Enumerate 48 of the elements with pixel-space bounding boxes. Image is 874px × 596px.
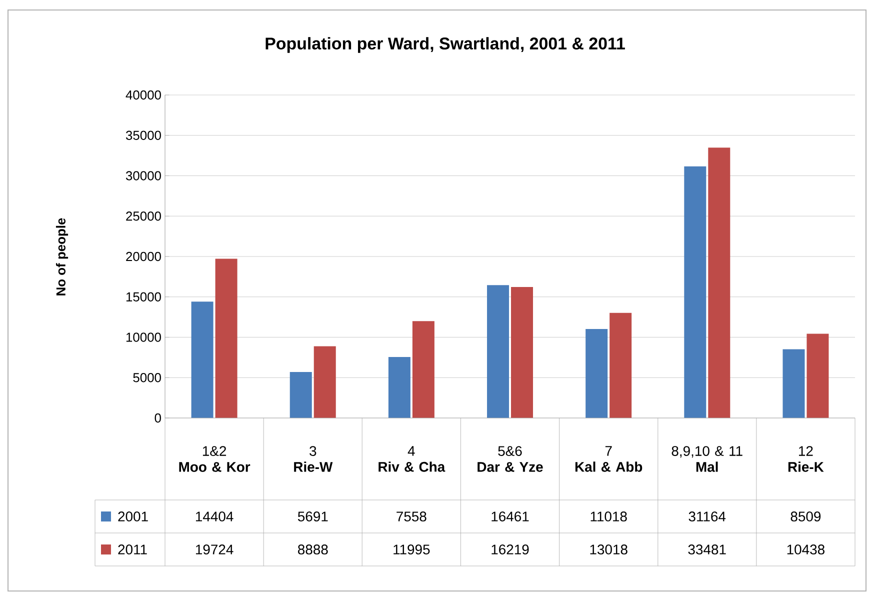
data-label: 11995 [394,544,430,554]
x-tick-label: 8,9,10 & 11 Mal [672,446,742,472]
bar [191,302,214,418]
chart-title: Population per Ward, Swartland, 2001 & 2011 [266,37,625,53]
y-tick-label: 5000 [133,373,161,382]
y-tick-label: 25000 [126,212,161,221]
data-label: 7558 [396,512,426,522]
x-tick-label: 5&6 Dar & Yze [478,446,543,472]
x-tick-label: 12 Rie-K [788,446,824,472]
data-label: 10438 [787,544,824,554]
y-tick-label: 30000 [126,171,161,180]
bar [487,285,510,418]
y-tick-label: 40000 [126,90,161,100]
x-tick-label: 7 Kal & Abb [575,446,642,472]
bar [290,372,312,418]
data-label: 14404 [196,512,234,522]
x-tick-label: 3 Rie-W [294,446,333,472]
x-tick-label: 4 Riv & Cha [378,446,446,472]
bar [610,312,632,418]
y-axis-title: No of people [56,218,68,296]
data-label: 8509 [790,512,821,522]
legend-label: 2011 [118,544,147,554]
y-tick-label: 15000 [126,292,161,302]
y-tick-label: 20000 [126,252,161,262]
y-tick-label: 10000 [126,332,161,342]
bar [511,287,534,418]
data-label: 13018 [590,544,628,554]
bar [314,346,336,418]
data-label: 19724 [196,544,234,554]
bar [782,349,805,418]
data-label: 8888 [298,544,328,554]
data-label: 5691 [298,512,328,522]
bar [708,148,730,418]
bar [586,329,608,418]
data-label: 31164 [688,512,726,522]
bar [806,334,829,418]
data-label: 11018 [590,512,627,522]
data-label: 33481 [688,544,726,554]
legend-label: 2001 [118,512,148,522]
y-tick-label: 0 [154,413,161,423]
bar [215,258,238,418]
data-label: 16461 [492,512,529,522]
bar [412,321,434,418]
data-label: 16219 [492,544,529,554]
y-tick-label: 35000 [126,130,161,140]
bar [684,166,706,418]
bar [388,356,410,418]
x-tick-label: 1&2 Moo & Kor [179,446,250,472]
